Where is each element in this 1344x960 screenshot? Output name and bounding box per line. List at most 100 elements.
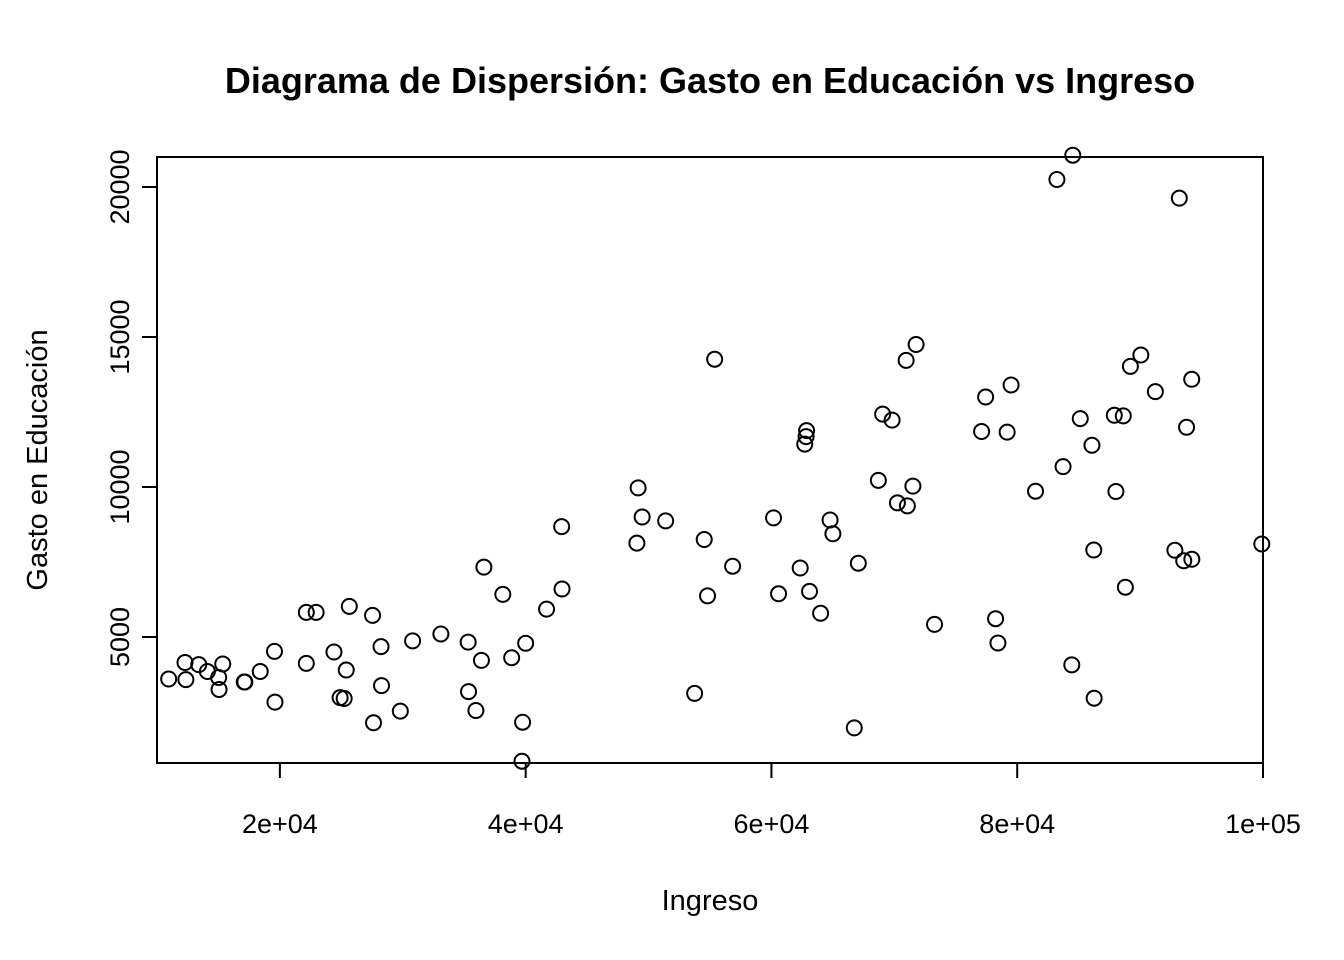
data-point <box>770 585 788 603</box>
y-axis-label: Gasto en Educación <box>22 329 54 590</box>
data-point <box>214 655 232 673</box>
y-tick-label: 5000 <box>105 607 135 667</box>
data-point <box>517 634 535 652</box>
data-point <box>657 512 675 530</box>
data-point <box>494 585 512 603</box>
data-point <box>160 670 178 688</box>
data-point <box>1054 458 1072 476</box>
data-point <box>812 604 830 622</box>
data-point <box>340 597 358 615</box>
data-point <box>1107 483 1125 500</box>
data-point <box>297 603 315 621</box>
data-point <box>325 643 343 661</box>
data-point <box>391 702 409 720</box>
data-point <box>898 497 916 515</box>
data-point <box>765 509 783 527</box>
y-tick-label: 20000 <box>105 149 135 224</box>
data-point <box>460 683 478 701</box>
data-point <box>869 471 887 489</box>
y-tick-label: 15000 <box>105 299 135 374</box>
data-point <box>1175 552 1193 570</box>
data-point <box>236 673 254 691</box>
data-point <box>1170 189 1188 207</box>
data-point <box>888 494 906 512</box>
data-point <box>1132 346 1150 364</box>
x-axis-label: Ingreso <box>662 885 759 917</box>
data-point <box>1063 656 1081 674</box>
data-point <box>372 638 390 656</box>
x-tick-label: 4e+04 <box>488 809 564 839</box>
data-point <box>373 677 391 695</box>
data-point <box>1183 550 1201 568</box>
x-tick-label: 2e+04 <box>242 809 318 839</box>
data-point <box>1116 578 1134 596</box>
data-point <box>365 714 383 732</box>
data-point <box>1083 436 1101 454</box>
data-point <box>1114 407 1132 425</box>
data-point <box>797 428 815 446</box>
data-point <box>796 435 814 453</box>
data-point <box>798 422 816 440</box>
data-point <box>706 350 724 368</box>
data-point <box>265 642 283 660</box>
data-point <box>1105 406 1123 424</box>
data-point <box>210 681 228 698</box>
data-point <box>1253 535 1271 553</box>
chart-title: Diagrama de Dispersión: Gasto en Educaci… <box>225 60 1195 101</box>
data-point <box>821 511 839 529</box>
data-point <box>907 336 925 353</box>
data-point <box>973 423 991 440</box>
data-point <box>1085 689 1103 707</box>
data-point <box>503 649 521 667</box>
data-point <box>297 654 315 672</box>
plot-frame <box>156 156 1264 764</box>
data-point <box>628 534 646 552</box>
data-point <box>1121 357 1139 375</box>
data-point <box>849 554 867 572</box>
data-point <box>472 651 490 669</box>
data-point <box>1027 482 1045 500</box>
data-point <box>514 713 532 731</box>
data-point <box>513 752 531 770</box>
data-point <box>251 663 269 680</box>
data-point <box>553 518 571 536</box>
data-point <box>1064 146 1082 164</box>
data-point <box>883 411 901 429</box>
data-point <box>1048 171 1066 188</box>
data-point <box>364 606 382 624</box>
data-point <box>629 479 647 497</box>
data-point <box>801 582 819 600</box>
data-point <box>904 477 922 495</box>
data-point <box>791 559 809 577</box>
y-axis: 5000 10000 15000 20000 <box>105 149 157 667</box>
data-point <box>686 684 704 702</box>
data-point <box>553 580 571 598</box>
data-point <box>926 615 944 633</box>
data-point <box>266 693 284 711</box>
data-point <box>475 558 493 576</box>
data-point <box>874 405 892 423</box>
data-point <box>897 351 915 369</box>
data-point <box>1085 541 1103 559</box>
data-point <box>467 702 485 719</box>
data-point <box>307 603 325 621</box>
data-point <box>977 388 995 406</box>
data-point <box>824 525 842 543</box>
data-point <box>695 531 713 548</box>
data-point <box>432 625 450 643</box>
data-point <box>538 600 556 618</box>
data-point <box>459 633 477 651</box>
data-points <box>160 146 1271 770</box>
data-point <box>724 557 742 575</box>
data-point <box>987 610 1005 628</box>
y-tick-label: 10000 <box>105 449 135 524</box>
x-tick-label: 6e+04 <box>734 809 810 839</box>
x-tick-label: 1e+05 <box>1225 809 1301 839</box>
data-point <box>1002 376 1020 394</box>
data-point <box>1166 541 1184 559</box>
data-point <box>989 634 1007 652</box>
data-point <box>404 632 422 650</box>
data-point <box>1146 383 1164 401</box>
data-point <box>337 661 355 679</box>
